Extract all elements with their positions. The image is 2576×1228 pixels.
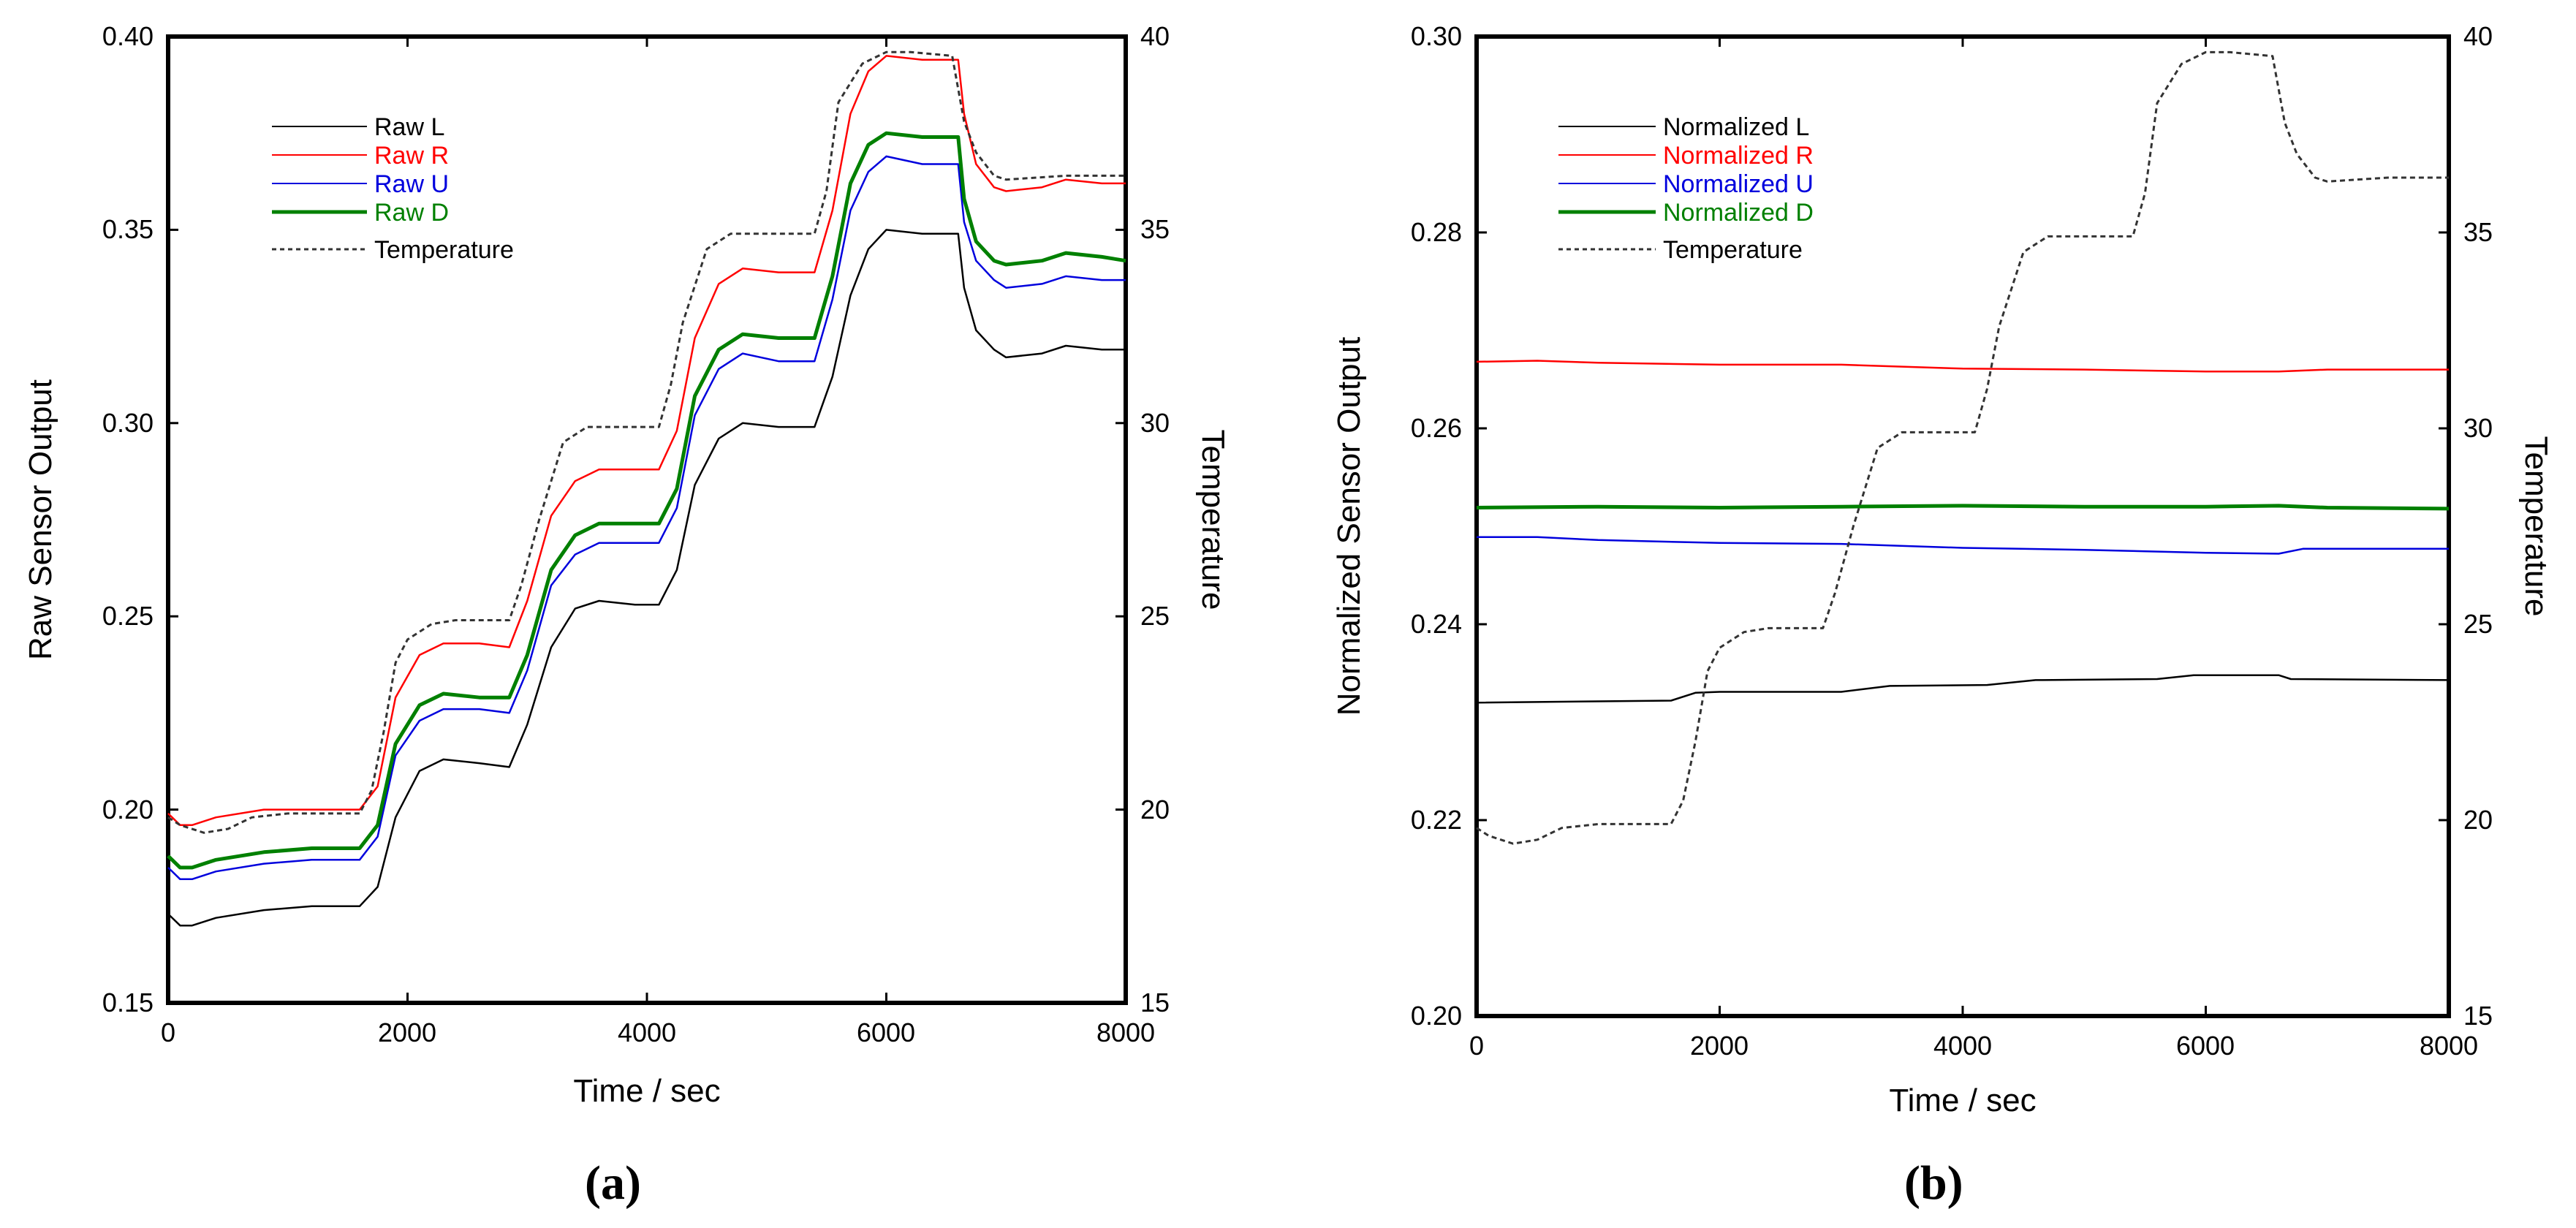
legend-label-raw-l: Raw L: [374, 113, 444, 141]
legend-label-normalized-r: Normalized R: [1663, 142, 1814, 170]
x-tick-label: 8000: [2420, 1031, 2478, 1061]
y-tick-label: 0.35: [102, 214, 154, 244]
y2-tick-label: 20: [2463, 805, 2493, 835]
y2-tick-labels-b: 15 20 25 30 35 40: [2463, 21, 2493, 1031]
series-line-normalized-r: [1476, 360, 2449, 373]
panel-caption-a: (a): [585, 1156, 641, 1210]
x-axis-title-a: Time / sec: [573, 1073, 720, 1109]
series-line-raw-l: [167, 229, 1126, 927]
panel-a-raw-output: 0.15 0.20 0.25 0.30 0.35 0.40 15 20 25 3…: [23, 21, 1231, 1210]
panel-b-normalized-output: 0.20 0.22 0.24 0.26 0.28 0.30 15 20 25 3…: [1331, 21, 2554, 1210]
x-tick-label: 4000: [1933, 1031, 1992, 1061]
y-tick-label: 0.20: [1411, 1001, 1462, 1031]
y2-tick-label: 15: [1140, 988, 1170, 1017]
y-axis-title-b: Normalized Sensor Output: [1331, 337, 1367, 716]
y2-tick-label: 40: [1140, 21, 1170, 51]
y-tick-label: 0.24: [1411, 609, 1462, 639]
legend-label-temperature: Temperature: [374, 236, 514, 264]
x-tick-label: 8000: [1096, 1017, 1155, 1047]
legend-label-raw-r: Raw R: [374, 142, 449, 170]
series-line-raw-u: [167, 155, 1126, 881]
series-group-b: [1476, 50, 2450, 845]
x-tick-label: 0: [1469, 1031, 1484, 1061]
series-line-raw-d: [167, 131, 1126, 870]
y2-tick-label: 40: [2463, 21, 2493, 51]
y-tick-labels-b: 0.20 0.22 0.24 0.26 0.28 0.30: [1411, 21, 1462, 1031]
y2-axis-title-a: Temperature: [1195, 429, 1231, 610]
x-tick-label: 0: [161, 1017, 175, 1047]
legend-label-raw-u: Raw U: [374, 170, 449, 198]
y2-tick-label: 35: [2463, 217, 2493, 247]
panel-caption-b: (b): [1904, 1156, 1963, 1210]
y-tick-label: 0.40: [102, 21, 154, 51]
legend-b: Normalized L Normalized R Normalized U N…: [1558, 113, 1814, 264]
y2-tick-label: 25: [2463, 609, 2493, 639]
y2-tick-label: 30: [2463, 413, 2493, 443]
series-group-a: [167, 50, 1126, 927]
y-tick-label: 0.22: [1411, 805, 1462, 835]
axis-ticks-b: [1475, 35, 2450, 1017]
y-tick-label: 0.20: [102, 795, 154, 825]
legend-label-normalized-u: Normalized U: [1663, 170, 1814, 198]
y-axis-title-a: Raw Sensor Output: [23, 379, 58, 660]
x-tick-label: 6000: [2176, 1031, 2235, 1061]
y2-axis-title-b: Temperature: [2518, 436, 2554, 616]
series-line-normalized-d: [1476, 504, 2450, 511]
y-tick-label: 0.30: [102, 408, 154, 438]
x-axis-title-b: Time / sec: [1889, 1083, 2036, 1118]
x-tick-label: 2000: [1690, 1031, 1749, 1061]
x-tick-label: 6000: [857, 1017, 915, 1047]
series-line-temperature: [1476, 50, 2449, 845]
legend-label-raw-d: Raw D: [374, 199, 449, 227]
x-tick-label: 2000: [378, 1017, 436, 1047]
legend-label-normalized-l: Normalized L: [1663, 113, 1809, 141]
y2-tick-labels-a: 15 20 25 30 35 40: [1140, 21, 1170, 1017]
legend-label-temperature: Temperature: [1663, 236, 1803, 264]
legend-label-normalized-d: Normalized D: [1663, 199, 1814, 227]
y2-tick-label: 20: [1140, 795, 1170, 825]
y-tick-label: 0.30: [1411, 21, 1462, 51]
y2-tick-label: 30: [1140, 408, 1170, 438]
y-tick-labels-a: 0.15 0.20 0.25 0.30 0.35 0.40: [102, 21, 154, 1017]
x-tick-labels-a: 0 2000 4000 6000 8000: [161, 1017, 1155, 1047]
series-line-normalized-l: [1476, 674, 2450, 704]
x-tick-labels-b: 0 2000 4000 6000 8000: [1469, 1031, 2478, 1061]
y-tick-label: 0.25: [102, 601, 154, 631]
y2-tick-label: 35: [1140, 214, 1170, 244]
axis-ticks-a: [167, 35, 1127, 1004]
x-tick-label: 4000: [618, 1017, 676, 1047]
y-tick-label: 0.15: [102, 988, 154, 1017]
y-tick-label: 0.28: [1411, 217, 1462, 247]
y2-tick-label: 15: [2463, 1001, 2493, 1031]
series-line-normalized-u: [1477, 536, 2449, 555]
y-tick-label: 0.26: [1411, 413, 1462, 443]
legend-a: Raw L Raw R Raw U Raw D Temperature: [272, 113, 514, 264]
y2-tick-label: 25: [1140, 601, 1170, 631]
